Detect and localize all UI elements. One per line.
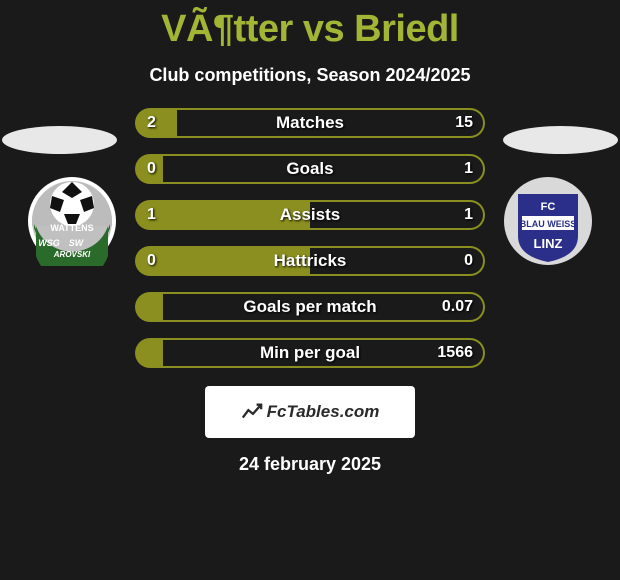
stat-value-right: 1 bbox=[464, 206, 473, 224]
stat-value-right: 0.07 bbox=[442, 298, 473, 316]
stat-value-right: 0 bbox=[464, 252, 473, 270]
stat-label: Hattricks bbox=[274, 251, 347, 271]
stat-value-right: 1 bbox=[464, 160, 473, 178]
stat-bar-left bbox=[135, 108, 177, 138]
stat-label: Assists bbox=[280, 205, 340, 225]
svg-text:BLAU WEISS: BLAU WEISS bbox=[520, 219, 577, 229]
as-of-date: 24 february 2025 bbox=[0, 454, 620, 475]
stat-row: 0 0 Hattricks bbox=[135, 246, 485, 276]
stat-value-left: 2 bbox=[147, 114, 156, 132]
stat-bar-left bbox=[135, 338, 163, 368]
svg-text:LINZ: LINZ bbox=[534, 236, 563, 251]
stat-value-left: 0 bbox=[147, 252, 156, 270]
stat-row: 0.07 Goals per match bbox=[135, 292, 485, 322]
svg-text:WSG: WSG bbox=[38, 238, 60, 248]
page-title: VÃ¶tter vs Briedl bbox=[0, 0, 620, 51]
stat-label: Goals per match bbox=[243, 297, 376, 317]
stat-value-right: 15 bbox=[455, 114, 473, 132]
stat-label: Min per goal bbox=[260, 343, 360, 363]
svg-text:WATTENS: WATTENS bbox=[50, 223, 93, 233]
svg-text:SW: SW bbox=[69, 238, 85, 248]
brand-text: FcTables.com bbox=[267, 402, 380, 422]
stat-label: Matches bbox=[276, 113, 344, 133]
stat-row: 2 15 Matches bbox=[135, 108, 485, 138]
stat-row: 1566 Min per goal bbox=[135, 338, 485, 368]
svg-text:FC: FC bbox=[541, 201, 556, 213]
stat-value-left: 1 bbox=[147, 206, 156, 224]
podium-left bbox=[2, 126, 117, 154]
page-subtitle: Club competitions, Season 2024/2025 bbox=[0, 65, 620, 86]
team-logo-left: WATTENS WSG SW AROVSKI bbox=[22, 176, 122, 266]
stat-value-right: 1566 bbox=[437, 344, 473, 362]
team-logo-right: FC BLAU WEISS LINZ bbox=[498, 176, 598, 266]
brand-icon bbox=[241, 401, 263, 423]
stat-row: 0 1 Goals bbox=[135, 154, 485, 184]
stat-row: 1 1 Assists bbox=[135, 200, 485, 230]
stat-value-left: 0 bbox=[147, 160, 156, 178]
podium-right bbox=[503, 126, 618, 154]
brand-badge: FcTables.com bbox=[205, 386, 415, 438]
svg-text:AROVSKI: AROVSKI bbox=[53, 250, 91, 259]
stat-bar-left bbox=[135, 292, 163, 322]
stats-list: 2 15 Matches 0 1 Goals 1 1 Assists 0 0 Hattricks 0.0… bbox=[135, 108, 485, 368]
stat-label: Goals bbox=[286, 159, 333, 179]
